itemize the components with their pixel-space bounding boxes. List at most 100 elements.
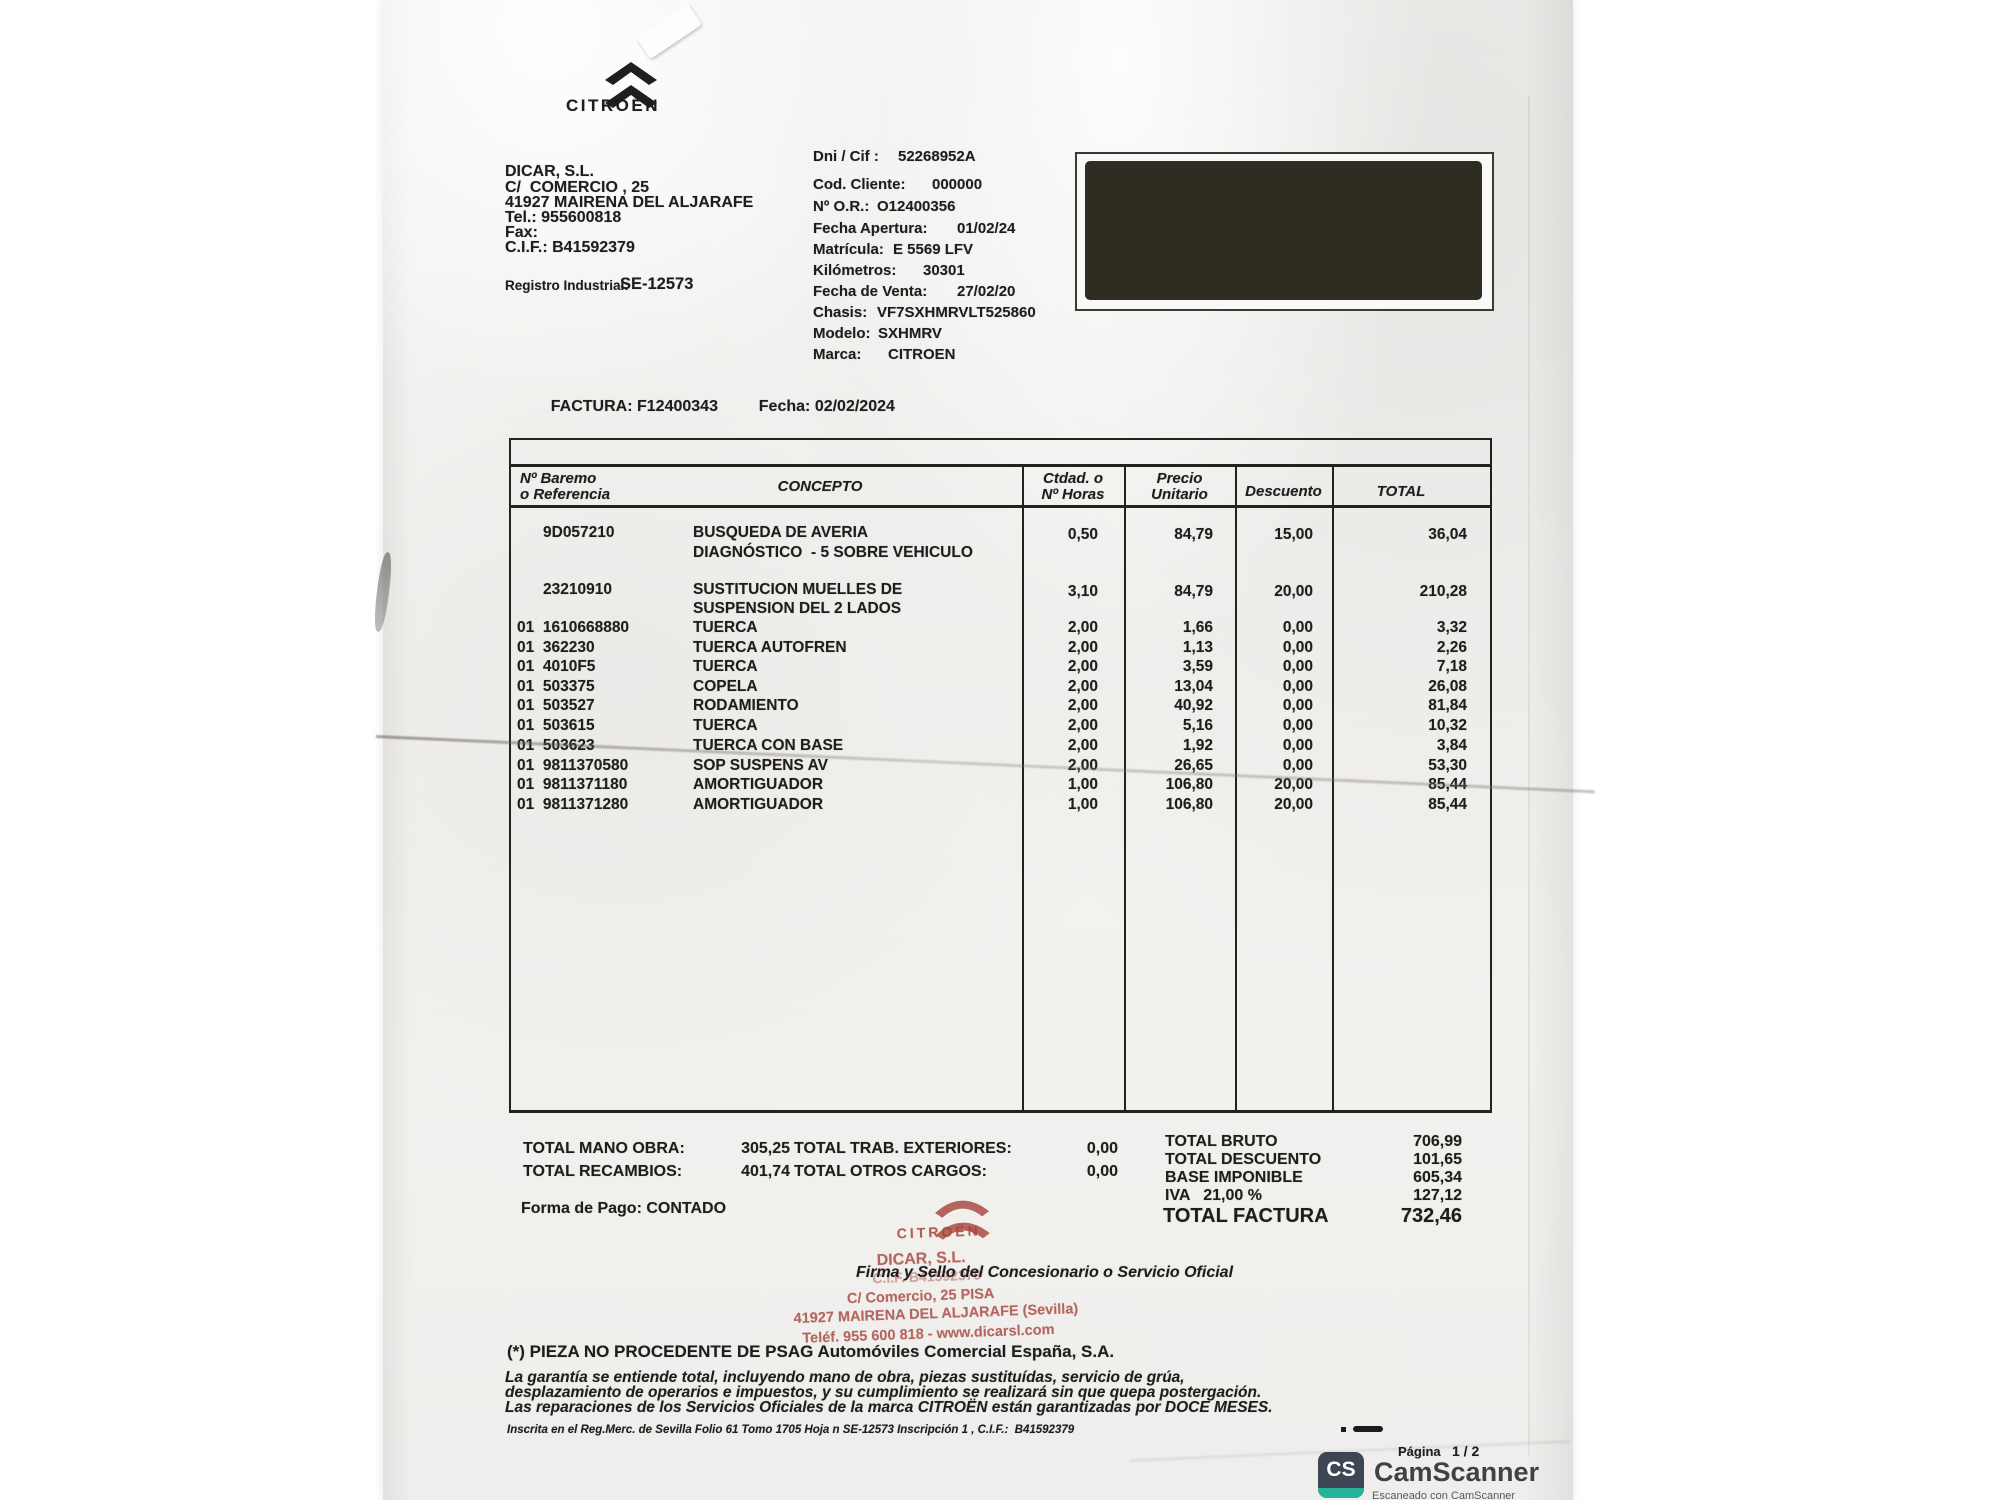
row-ctdad: 2,00 [1067, 697, 1098, 714]
row-descuento: 0,00 [1282, 658, 1313, 675]
row-ref: 01 503527 [517, 697, 595, 714]
table-row: 9D057210 BUSQUEDA DE AVERIA DIAGNÓSTICO … [0, 524, 2000, 561]
info-label-matricula: Matrícula: [813, 241, 884, 258]
stamp-citroen-chevrons-icon [901, 1172, 997, 1266]
row-total: 85,44 [1428, 796, 1467, 813]
row-total: 210,28 [1419, 583, 1467, 600]
table-divider-precio [1124, 464, 1126, 1113]
total-descuento-label: TOTAL DESCUENTO [1165, 1151, 1322, 1168]
row-descuento: 20,00 [1274, 583, 1313, 600]
row-descuento: 0,00 [1282, 639, 1313, 656]
row-concepto: AMORTIGUADOR [693, 776, 824, 793]
info-label-cliente: Cod. Cliente: [813, 176, 906, 193]
row-concepto: AMORTIGUADOR [693, 796, 824, 813]
row-total: 81,84 [1428, 697, 1467, 714]
row-ctdad: 2,00 [1067, 717, 1098, 734]
table-row: 01 1610668880 TUERCA 2,00 1,66 0,00 3,32 [0, 619, 2000, 639]
camscanner-name: CamScanner [1374, 1457, 1540, 1487]
row-ref: 9D057210 [543, 524, 615, 541]
table-row: 01 4010F5 TUERCA 2,00 3,59 0,00 7,18 [0, 658, 2000, 678]
row-total: 36,04 [1428, 526, 1467, 543]
total-trab-exteriores-value: 0,00 [1086, 1140, 1118, 1157]
scan-mark-dot [1341, 1427, 1346, 1432]
footer-garantia-line3: Las reparaciones de los Servicios Oficia… [505, 1399, 1273, 1416]
row-descuento: 0,00 [1282, 678, 1313, 695]
camscanner-tagline: Escaneado con CamScanner [1372, 1490, 1516, 1500]
col-header-ctdad-line1: Ctdad. o [1043, 470, 1103, 487]
row-descuento: 20,00 [1274, 796, 1313, 813]
total-bruto-label: TOTAL BRUTO [1165, 1133, 1278, 1150]
camscanner-cs-text: CS [1326, 1458, 1356, 1481]
row-ref: 01 9811370580 [517, 757, 629, 774]
stamp-brand: CITROËN [896, 1222, 981, 1242]
fecha-value: 02/02/2024 [814, 398, 895, 415]
col-header-total: TOTAL [1376, 483, 1426, 500]
dealer-stamp: CITROËN DICAR, S.L. C.I.F. B41592379 C/ … [777, 1161, 1214, 1376]
row-ctdad: 1,00 [1067, 776, 1098, 793]
row-concepto: TUERCA [693, 658, 758, 675]
table-row: 01 9811371180 AMORTIGUADOR 1,00 106,80 2… [0, 776, 2000, 796]
page-number-label: Página [1398, 1444, 1441, 1459]
row-descuento: 0,00 [1282, 737, 1313, 754]
row-ctdad: 2,00 [1067, 639, 1098, 656]
row-precio: 1,13 [1182, 639, 1213, 656]
row-ref: 01 503375 [517, 678, 595, 695]
row-ctdad: 2,00 [1067, 658, 1098, 675]
row-concepto: TUERCA AUTOFREN [693, 639, 847, 656]
row-ctdad: 2,00 [1067, 737, 1098, 754]
row-concepto: COPELA [693, 678, 758, 695]
row-precio: 84,79 [1174, 526, 1213, 543]
iva-value: 127,12 [1413, 1187, 1462, 1204]
table-row: 23210910 SUSTITUCION MUELLES DE SUSPENSI… [0, 581, 2000, 617]
row-concepto: BUSQUEDA DE AVERIA [693, 524, 869, 541]
info-label-apertura: Fecha Apertura: [813, 220, 928, 237]
row-ref: 01 362230 [517, 639, 595, 656]
col-header-ctdad-line2: Nº Horas [1041, 486, 1105, 503]
dealer-fax: Fax: [505, 224, 538, 241]
table-border-right [1490, 438, 1492, 1113]
table-row: 01 503615 TUERCA 2,00 5,16 0,00 10,32 [0, 717, 2000, 737]
info-value-cliente: 000000 [932, 176, 983, 193]
row-total: 53,30 [1428, 757, 1467, 774]
row-ctdad: 0,50 [1067, 526, 1098, 543]
table-row: 01 503375 COPELA 2,00 13,04 0,00 26,08 [0, 678, 2000, 698]
col-header-precio-line1: Precio [1156, 470, 1203, 487]
total-recambios-value: 401,74 [741, 1163, 790, 1180]
row-descuento: 0,00 [1282, 619, 1313, 636]
info-value-km: 30301 [923, 262, 965, 279]
dealer-name: DICAR, S.L. [505, 163, 594, 180]
page-number-value: 1 / 2 [1452, 1443, 1480, 1459]
row-ref: 01 4010F5 [517, 658, 596, 675]
row-ctdad: 1,00 [1067, 796, 1098, 813]
row-descuento: 0,00 [1282, 757, 1313, 774]
row-precio: 5,16 [1182, 717, 1213, 734]
info-label-marca: Marca: [813, 346, 862, 363]
col-header-ref-line2: o Referencia [520, 486, 611, 503]
total-mano-obra-label: TOTAL MANO OBRA: [523, 1140, 685, 1157]
info-label-chasis: Chasis: [813, 304, 868, 321]
signature-label: Firma y Sello del Concesionario o Servic… [856, 1264, 1234, 1281]
row-total: 26,08 [1428, 678, 1467, 695]
total-factura-label: TOTAL FACTURA [1163, 1205, 1329, 1227]
row-total: 3,32 [1436, 619, 1467, 636]
row-total: 3,84 [1436, 737, 1467, 754]
footer-garantia-line2: desplazamiento de operarios e impuestos,… [505, 1384, 1262, 1401]
fecha-label: Fecha: [758, 398, 811, 415]
table-row: 01 503527 RODAMIENTO 2,00 40,92 0,00 81,… [0, 697, 2000, 717]
total-otros-cargos-label: TOTAL OTROS CARGOS: [794, 1163, 987, 1180]
dealer-cif: C.I.F.: B41592379 [505, 239, 635, 256]
table-border-left [509, 438, 511, 1113]
total-mano-obra-value: 305,25 [741, 1140, 790, 1157]
row-ref: 01 1610668880 [517, 619, 630, 636]
row-precio: 1,92 [1182, 737, 1213, 754]
iva-label: IVA 21,00 % [1165, 1187, 1262, 1204]
info-value-apertura: 01/02/24 [957, 220, 1016, 237]
paper-fold-line [1528, 95, 1530, 1455]
info-label-dni: Dni / Cif : [813, 148, 879, 165]
row-precio: 106,80 [1165, 796, 1213, 813]
info-value-modelo: SXHMRV [878, 325, 942, 342]
total-factura-value: 732,46 [1400, 1205, 1462, 1227]
info-value-dni: 52268952A [898, 148, 976, 165]
footer-inscrita: Inscrita en el Reg.Merc. de Sevilla Foli… [507, 1424, 1075, 1436]
